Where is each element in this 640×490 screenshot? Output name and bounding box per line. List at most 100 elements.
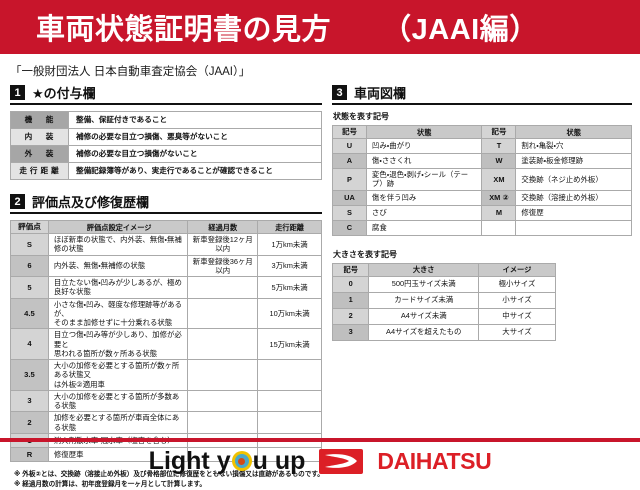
table-header-row: 記号 大きさ イメージ [331,262,557,277]
table-row: 2 A4サイズ未満 中サイズ [331,307,557,325]
page-title: 車両状態証明書の見方 （JAAI編） [36,6,539,48]
cell-months: 新車登録後12ヶ月以内 [187,233,259,256]
cell-symbol: M [481,204,517,221]
column-header-image: 評価点設定イメージ [47,220,189,234]
left-column: 1 ★の付与欄 機 能 整備、保証付きであること 内 装 補修の必要な目立つ損傷… [10,83,324,490]
cell-size: 500円玉サイズ未満 [368,275,479,293]
row-label: 外 装 [10,145,69,163]
row-description: 補修の必要な目立つ損傷、悪臭等がないこと [68,128,322,146]
cell-image: 大小の加修を必要とする箇所が数ヶ所ある状態又 は外板②適用車 [47,359,189,391]
section-3-title: 車両図欄 [354,86,407,101]
table-row: C 腐食 [332,219,632,236]
cell-symbol: W [481,153,517,169]
section-1-number: 1 [10,85,25,100]
cell-image: 小サイズ [477,291,557,309]
column-header-symbol: 記号 [331,262,370,277]
section-3-heading: 3 車両図欄 [332,83,632,105]
daihatsu-wordmark: DAIHATSU [377,447,492,474]
cell-state: 交換跡（ネジ止め外板） [515,168,632,191]
column-header-score: 評価点 [10,220,49,234]
cell-score: 4.5 [10,297,49,330]
star-criteria-table: 機 能 整備、保証付きであること 内 装 補修の必要な目立つ損傷、悪臭等がないこ… [10,111,322,180]
cell-state: 交換跡（溶接止め外板） [515,189,632,206]
cell-symbol: C [332,219,367,236]
table-row: 5 目立たない傷・凹みが少しあるが、極め良好な状態 5万km未満 [10,276,322,299]
section-spacer [332,236,632,247]
size-symbol-table: 記号 大きさ イメージ 0 500円玉サイズ未満 極小サイズ 1 カードサイズ未… [331,262,557,341]
cell-symbol-empty [481,219,517,236]
cell-state: 塗装跡・板金修理跡 [515,153,632,169]
cell-state: 傷・ささくれ [365,153,483,169]
table-row: U 凹み・曲がり T 割れ・亀裂・穴 [332,138,632,154]
cell-distance: 3万km未満 [257,254,322,277]
cell-score: 3 [10,389,49,413]
table-row: 4.5 小さな傷・凹み、軽度な修理跡等があるが、 そのまま加修せずに十分乗れる状… [10,297,322,330]
cell-state: 変色・退色・剥げ・シール（テープ）跡 [365,168,483,191]
table-row: 1 カードサイズ未満 小サイズ [331,291,557,309]
cell-symbol: S [332,204,367,221]
column-header-state-right: 状態 [515,125,632,139]
cell-image: 中サイズ [477,307,557,325]
cell-months [187,411,259,434]
cell-symbol: A [332,153,367,169]
cell-state: 腐食 [365,219,483,236]
cell-size: カードサイズ未満 [368,291,479,309]
table-row: S ほぼ新車の状態で、内外装、無傷・無補修の状態 新車登録後12ヶ月以内 1万k… [10,233,322,256]
column-header-months: 経過月数 [187,220,259,234]
brand-slogan: Light y u up [149,447,306,476]
state-table-caption: 状態を表す記号 [333,112,389,121]
cell-image: 極小サイズ [477,275,557,293]
content-area: 1 ★の付与欄 機 能 整備、保証付きであること 内 装 補修の必要な目立つ損傷… [0,83,640,490]
cell-score: 2 [10,411,49,434]
cell-distance: 1万km未満 [257,233,322,256]
cell-distance: 10万km未満 [257,297,322,330]
row-description: 整備記録簿等があり、実走行であることが確認できること [68,162,322,180]
table-row: 4 目立つ傷・凹み等が少しあり、加修が必要と 思われる箇所が数ヶ所ある状態 15… [10,328,322,360]
cell-symbol: XM [481,168,517,191]
cell-state: 凹み・曲がり [365,138,483,154]
cell-size: A4サイズを超えたもの [368,323,479,341]
organization-subtitle: 「一般財団法人 日本自動車査定協会（JAAI）」 [10,66,251,78]
cell-months [187,328,259,360]
footnote-1: ※ 外板②とは、交換跡（溶接止め外板）及び骨格部位に修復歴をともない損傷又は直跡… [14,470,324,478]
cell-image: 大サイズ [477,323,557,341]
row-label: 走行距離 [10,162,69,180]
cell-months: 新車登録後36ヶ月以内 [187,254,259,277]
cell-image: 目立たない傷・凹みが少しあるが、極め良好な状態 [47,276,189,299]
cell-state-empty [515,219,632,236]
cell-score: 3.5 [10,359,49,391]
section-1-heading: 1 ★の付与欄 [10,83,322,105]
table-row: A 傷・ささくれ W 塗装跡・板金修理跡 [332,153,632,169]
footer: Light y u up DAIHATSU [0,442,640,480]
page-title-sub: （JAAI編） [382,14,539,46]
footer-accent-bar [0,438,640,442]
size-table-wrapper: 記号 大きさ イメージ 0 500円玉サイズ未満 極小サイズ 1 カードサイズ未… [331,262,557,341]
state-symbol-table: 記号 状態 記号 状態 U 凹み・曲がり T 割れ・亀裂・穴 A 傷・ささくれ … [332,125,632,236]
header-banner: 車両状態証明書の見方 （JAAI編） [0,0,640,56]
cell-image: 内外装、無傷・無補修の状態 [47,254,189,277]
daihatsu-logo-icon [319,448,364,474]
table-row: 機 能 整備、保証付きであること [10,111,322,129]
column-header-state-left: 状態 [365,125,483,139]
cell-symbol: 1 [331,291,370,309]
cell-distance [257,359,322,391]
table-header-row: 記号 状態 記号 状態 [332,125,632,139]
cell-score: R [10,446,49,462]
table-header-row: 評価点 評価点設定イメージ 経過月数 走行距離 [10,220,322,234]
concentric-circle-icon [231,451,252,471]
table-row: 0 500円玉サイズ未満 極小サイズ [331,275,557,293]
table-row: R 修復歴車 [10,446,322,462]
column-header-symbol-left: 記号 [332,125,367,139]
cell-score: 5 [10,276,49,299]
cell-score: 6 [10,254,49,277]
column-header-distance: 走行距離 [257,220,322,234]
column-header-symbol-right: 記号 [481,125,517,139]
row-label: 内 装 [10,128,69,146]
table-row: 内 装 補修の必要な目立つ損傷、悪臭等がないこと [10,128,322,146]
cell-distance [257,389,322,413]
cell-months [187,297,259,330]
cell-symbol: P [332,168,367,191]
cell-image: 修復歴車 [47,446,189,462]
table-row: S さび M 修復歴 [332,204,632,221]
cell-distance: 15万km未満 [257,328,322,360]
